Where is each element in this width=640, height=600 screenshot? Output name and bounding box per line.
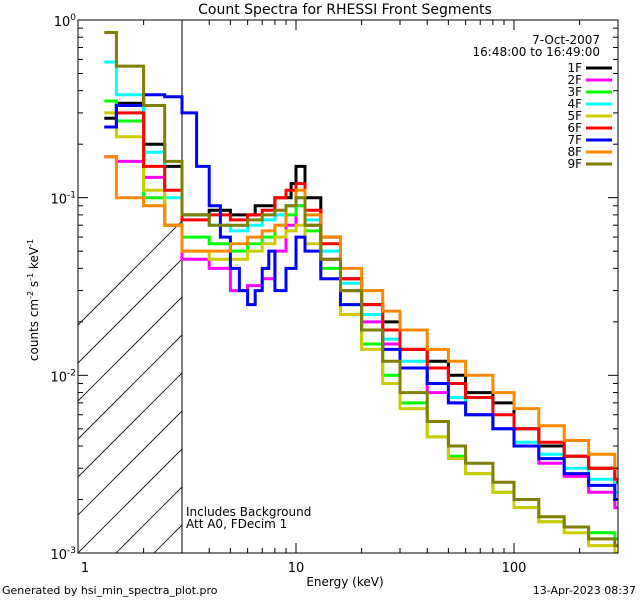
hatch-line: [78, 372, 183, 478]
footer-timestamp: 13-Apr-2023 08:37: [533, 584, 636, 597]
series-line-9F: [104, 31, 618, 548]
hatch-line: [78, 448, 183, 553]
legend-label-4F: 4F: [567, 97, 582, 111]
x-axis-label: Energy (keV): [306, 575, 383, 589]
series-group: [104, 31, 618, 553]
hatch-line: [78, 220, 183, 326]
legend-label-5F: 5F: [567, 109, 582, 123]
x-tick-label-corner: 1: [81, 561, 89, 576]
chart-title: Count Spectra for RHESSI Front Segments: [198, 2, 492, 18]
annotation-background: Includes Background: [186, 505, 311, 519]
series-line-8F: [104, 155, 618, 470]
annotation-attenuator: Att A0, FDecim 1: [186, 517, 287, 531]
y-axis-label: counts cm-2 s-1 keV-1: [26, 239, 41, 361]
plot-frame: [77, 19, 619, 554]
footer-generated-by: Generated by hsi_min_spectra_plot.pro: [2, 584, 218, 597]
series-line-7F: [104, 93, 618, 501]
series-line-6F: [104, 111, 618, 481]
legend-label-6F: 6F: [567, 121, 582, 135]
legend-label-2F: 2F: [567, 73, 582, 87]
legend-label-8F: 8F: [567, 145, 582, 159]
hatch-line: [78, 410, 183, 516]
observation-date: 7-Oct-2007: [532, 33, 600, 47]
legend-label-7F: 7F: [567, 133, 582, 147]
legend-label-9F: 9F: [567, 157, 582, 171]
observation-time-range: 16:48:00 to 16:49:00: [473, 45, 600, 59]
legend-label-1F: 1F: [567, 61, 582, 75]
legend-label-3F: 3F: [567, 85, 582, 99]
x-tick-label: 10: [288, 561, 305, 576]
x-tick-label: 100: [502, 561, 527, 576]
